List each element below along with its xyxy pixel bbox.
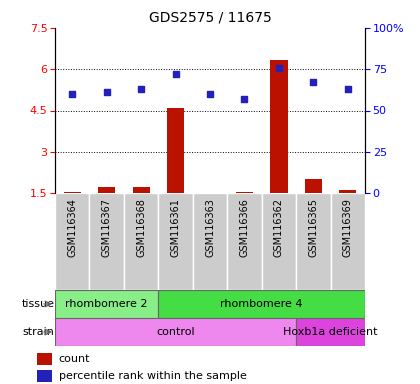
Text: GSM116364: GSM116364: [67, 198, 77, 257]
Text: tissue: tissue: [22, 299, 55, 309]
Bar: [55, 318, 296, 346]
Point: [103, 89, 110, 95]
Text: GSM116362: GSM116362: [274, 198, 284, 257]
Text: rhombomere 4: rhombomere 4: [220, 299, 303, 309]
Bar: [167, 108, 184, 193]
Bar: [201, 193, 219, 194]
Point: [241, 96, 248, 102]
Text: GSM116365: GSM116365: [308, 198, 318, 257]
Text: count: count: [59, 354, 90, 364]
Bar: [89, 193, 124, 290]
Bar: [37, 371, 52, 382]
Bar: [124, 193, 158, 290]
Bar: [37, 353, 52, 365]
Text: control: control: [156, 327, 195, 337]
Text: GSM116363: GSM116363: [205, 198, 215, 257]
Point: [344, 86, 351, 92]
Text: GSM116367: GSM116367: [102, 198, 112, 257]
Point: [138, 86, 144, 92]
Text: Hoxb1a deficient: Hoxb1a deficient: [284, 327, 378, 337]
Text: strain: strain: [23, 327, 55, 337]
Text: GSM116366: GSM116366: [239, 198, 249, 257]
Bar: [305, 179, 322, 193]
Bar: [296, 193, 331, 290]
Point: [310, 79, 317, 86]
Bar: [132, 187, 150, 193]
Bar: [55, 193, 89, 290]
Bar: [63, 192, 81, 193]
Bar: [296, 318, 365, 346]
Point: [276, 65, 282, 71]
Bar: [158, 290, 365, 318]
Bar: [331, 193, 365, 290]
Bar: [98, 187, 115, 193]
Bar: [227, 193, 262, 290]
Text: percentile rank within the sample: percentile rank within the sample: [59, 371, 247, 381]
Bar: [158, 193, 193, 290]
Bar: [55, 290, 158, 318]
Point: [207, 91, 213, 97]
Point: [69, 91, 76, 97]
Bar: [193, 193, 227, 290]
Point: [172, 71, 179, 77]
Bar: [236, 192, 253, 193]
Title: GDS2575 / 11675: GDS2575 / 11675: [149, 10, 271, 24]
Text: GSM116368: GSM116368: [136, 198, 146, 257]
Text: GSM116369: GSM116369: [343, 198, 353, 257]
Bar: [270, 60, 288, 193]
Bar: [262, 193, 296, 290]
Bar: [339, 190, 357, 193]
Text: rhombomere 2: rhombomere 2: [66, 299, 148, 309]
Text: GSM116361: GSM116361: [171, 198, 181, 257]
